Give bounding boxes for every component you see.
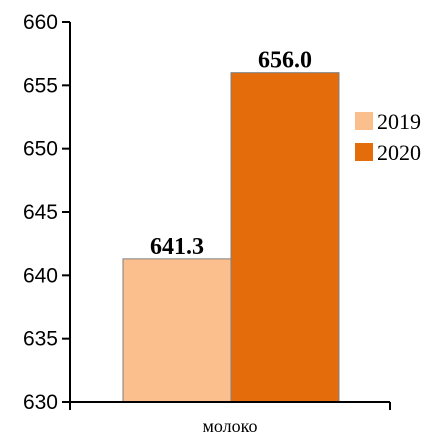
data-label-2020: 656.0: [258, 48, 312, 74]
legend-label-2019: 2019: [377, 109, 421, 134]
bars: 641.3 656.0: [122, 48, 340, 403]
y-axis: 630 635 640 645 650 655 660: [23, 11, 71, 414]
bar-2020: [230, 72, 340, 403]
legend-swatch-2019: [355, 112, 373, 130]
bar-2019: [122, 258, 232, 403]
legend-label-2020: 2020: [377, 140, 421, 165]
y-tick-label: 635: [23, 328, 58, 351]
x-axis: молоко: [69, 401, 391, 436]
y-tick-label: 645: [23, 201, 58, 224]
y-tick-label: 660: [23, 11, 58, 34]
legend-swatch-2020: [355, 143, 373, 161]
legend: 2019 2020: [355, 109, 421, 165]
y-tick-label: 640: [23, 264, 58, 287]
category-label: молоко: [203, 416, 258, 436]
y-tick-label: 630: [23, 391, 58, 414]
data-label-2019: 641.3: [150, 234, 204, 260]
y-tick-label: 650: [23, 138, 58, 161]
y-tick-label: 655: [23, 74, 58, 97]
